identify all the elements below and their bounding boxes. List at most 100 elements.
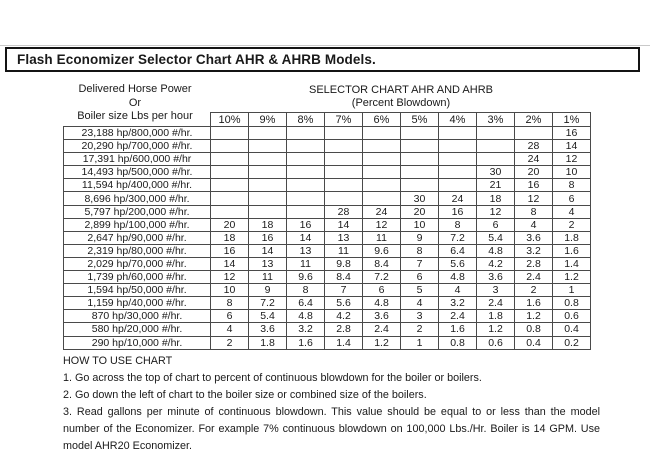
row-axis-header-line1: Delivered Horse Power (78, 83, 192, 95)
data-cell: 7 (400, 256, 439, 272)
row-label: 870 hp/30,000 #/hr. (63, 309, 211, 324)
data-cell: 7 (324, 283, 363, 298)
data-cell: 4 (438, 283, 477, 298)
data-cell: 18 (210, 230, 249, 245)
data-cell: 7.2 (248, 296, 287, 311)
data-cell: 8 (552, 178, 591, 193)
data-cell: 6 (362, 283, 401, 298)
data-cell: 1.4 (552, 256, 591, 272)
row-label: 17,391 hp/600,000 #/hr (63, 152, 211, 167)
table-row: 14,493 hp/500,000 #/hr. 30 20 10 (63, 165, 591, 180)
data-cell: 1.4 (324, 335, 363, 350)
data-cell: 1.2 (514, 309, 553, 324)
data-cell: 16 (438, 204, 477, 219)
row-label: 11,594 hp/400,000 #/hr. (63, 178, 211, 193)
data-cell (248, 165, 287, 180)
data-cell (248, 152, 287, 167)
data-cell: 11 (362, 230, 401, 245)
data-cell: 16 (552, 125, 591, 141)
data-cell (286, 191, 325, 206)
column-header: 3% (476, 112, 515, 127)
data-cell: 12 (552, 152, 591, 167)
selector-chart-header: SELECTOR CHART AHR AND AHRB (Percent Blo… (210, 84, 592, 110)
page-title: Flash Economizer Selector Chart AHR & AH… (5, 47, 640, 72)
data-cell (438, 125, 477, 141)
data-cell: 7.2 (438, 230, 477, 245)
column-header: 5% (400, 112, 439, 127)
row-label: 1,594 hp/50,000 #/hr. (63, 283, 211, 298)
row-label: 580 hp/20,000 #/hr. (63, 322, 211, 337)
data-cell (476, 125, 515, 141)
data-cell: 10 (552, 165, 591, 180)
data-cell (400, 178, 439, 193)
data-cell (248, 178, 287, 193)
data-cell: 16 (514, 178, 553, 193)
column-header: 9% (248, 112, 287, 127)
table-row: 2,319 hp/80,000 #/hr. 16 14 13 11 9.6 8 6.4 4.8 3… (63, 243, 591, 258)
data-cell: 9 (400, 230, 439, 245)
data-cell (400, 152, 439, 167)
data-cell: 4.8 (362, 296, 401, 311)
header-row: 10% 9% 8% 7% 6% 5% 4% 3% 2% 1% (64, 112, 591, 127)
data-cell: 11 (248, 270, 287, 285)
data-cell: 3 (476, 283, 515, 298)
table-row: 17,391 hp/600,000 #/hr 24 12 (63, 152, 591, 167)
data-cell: 4 (400, 296, 439, 311)
data-cell (286, 125, 325, 141)
data-cell: 10 (400, 217, 439, 232)
data-cell: 8 (400, 243, 439, 258)
data-cell (210, 139, 249, 154)
data-cell: 0.8 (438, 335, 477, 350)
data-cell (400, 139, 439, 154)
data-cell: 1.2 (362, 335, 401, 350)
data-cell: 4 (210, 322, 249, 337)
table-body: 23,188 hp/800,000 #/hr. 16 20,290 hp/700,0… (63, 125, 591, 350)
data-cell: 6 (552, 191, 591, 206)
data-cell: 2 (552, 217, 591, 232)
row-axis-header-line2: Or (128, 96, 142, 109)
data-cell (362, 152, 401, 167)
table-row: 1,739 ph/60,000 #/hr. 12 11 9.6 8.4 7.2 6 4.8 3.… (63, 270, 591, 285)
data-cell: 2 (400, 322, 439, 337)
data-cell: 30 (476, 165, 515, 180)
table-row: 20,290 hp/700,000 #/hr. 28 14 (63, 139, 591, 154)
row-label: 2,319 hp/80,000 #/hr. (63, 243, 211, 258)
data-cell: 2.8 (514, 256, 553, 272)
data-cell: 1.8 (476, 309, 515, 324)
table-row: 290 hp/10,000 #/hr. 2 1.8 1.6 1.4 1.2 1 0.8 0.6 0… (63, 335, 591, 350)
data-cell: 5 (400, 283, 439, 298)
row-label: 2,899 hp/100,000 #/hr. (63, 217, 211, 232)
data-cell (324, 139, 363, 154)
data-cell: 4.8 (286, 309, 325, 324)
horizontal-rule (0, 45, 650, 46)
data-cell: 2.8 (324, 322, 363, 337)
data-cell: 6 (400, 270, 439, 285)
data-cell: 10 (210, 283, 249, 298)
data-cell: 18 (248, 217, 287, 232)
data-cell: 8 (514, 204, 553, 219)
data-cell: 1.8 (552, 230, 591, 245)
data-cell: 3.2 (438, 296, 477, 311)
data-cell (286, 152, 325, 167)
data-cell (248, 204, 287, 219)
data-cell: 20 (514, 165, 553, 180)
data-cell: 28 (324, 204, 363, 219)
data-cell: 14 (324, 217, 363, 232)
row-label: 2,647 hp/90,000 #/hr. (63, 230, 211, 245)
data-cell: 3.6 (476, 270, 515, 285)
table-row: 2,899 hp/100,000 #/hr. 20 18 16 14 12 10 8 6 4 2 (63, 217, 591, 232)
data-cell: 20 (210, 217, 249, 232)
selector-chart-header-line2: (Percent Blowdown) (351, 97, 451, 109)
column-header: 1% (552, 112, 591, 127)
row-label: 5,797 hp/200,000 #/hr. (63, 204, 211, 219)
row-label: 23,188 hp/800,000 #/hr. (63, 125, 211, 141)
how-to-use-heading: HOW TO USE CHART (63, 355, 173, 367)
column-header: 2% (514, 112, 553, 127)
data-cell: 3.6 (248, 322, 287, 337)
data-cell: 3.6 (362, 309, 401, 324)
data-cell: 24 (438, 191, 477, 206)
data-cell: 4.2 (324, 309, 363, 324)
data-cell (362, 139, 401, 154)
data-cell: 0.2 (552, 335, 591, 350)
table-corner (64, 113, 211, 127)
